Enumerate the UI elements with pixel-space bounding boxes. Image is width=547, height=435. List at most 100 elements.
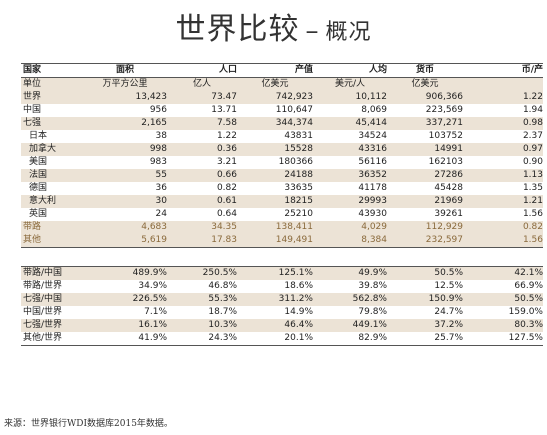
- row-label: 法国: [21, 169, 83, 182]
- table-cell: 159.0%: [508, 307, 543, 317]
- table-cell: 币/产: [463, 63, 543, 78]
- table-cell: 1.35: [522, 183, 543, 193]
- title-sub: 概况: [325, 20, 372, 45]
- table-cell: 18.7%: [208, 307, 237, 317]
- table-cell: 49.9%: [313, 266, 387, 280]
- table-cell: 产值: [237, 63, 313, 78]
- table-cell: 150.9%: [387, 293, 463, 306]
- table-cell: 8,069: [361, 105, 387, 115]
- table-cell: 180366: [278, 157, 313, 167]
- table-row: 日本 38 1.22 43831 34524 103752 2.37: [21, 130, 543, 143]
- table-cell: 14.9%: [284, 307, 313, 317]
- table-cell: 2.37: [522, 131, 543, 141]
- table-cell: 16.1%: [83, 319, 167, 332]
- table-cell: 美元/人: [313, 77, 387, 91]
- table-cell: 12.5%: [434, 281, 463, 291]
- table-cell: 13,423: [83, 91, 167, 104]
- table-cell: 25210: [284, 209, 313, 219]
- row-label: 中国/世界: [23, 307, 63, 317]
- table-cell: 42.1%: [463, 266, 543, 280]
- table-cell: 37.2%: [387, 319, 463, 332]
- table-cell: 82.9%: [313, 332, 387, 346]
- row-label: 日本: [29, 131, 48, 141]
- table-cell: 226.5%: [83, 293, 167, 306]
- table-cell: 983: [149, 157, 167, 167]
- title-dash: –: [305, 16, 320, 46]
- ratio-row: 七强/世界 16.1% 10.3% 46.4% 449.1% 37.2% 80.3%: [21, 319, 543, 332]
- table-cell: 0.64: [216, 209, 237, 219]
- table-cell: 73.47: [167, 91, 237, 104]
- table-row: 其他 5,619 17.83 149,491 8,384 232,597 1.56: [21, 234, 543, 248]
- table-cell: 43831: [284, 131, 313, 141]
- table-cell: 250.5%: [167, 266, 237, 280]
- table-cell: 45428: [434, 183, 463, 193]
- table-row: 世界 13,423 73.47 742,923 10,112 906,366 1.22: [21, 91, 543, 104]
- table-cell: 33635: [284, 183, 313, 193]
- table-cell: 亿美元: [387, 77, 463, 91]
- table-cell: 55: [83, 169, 167, 182]
- table-row: 英国 24 0.64 25210 43930 39261 1.56: [21, 208, 543, 221]
- table-cell: 344,374: [237, 117, 313, 130]
- table-cell: 43930: [358, 209, 387, 219]
- ratio-row: 中国/世界 7.1% 18.7% 14.9% 79.8% 24.7% 159.0%: [21, 306, 543, 319]
- table-cell: 742,923: [237, 91, 313, 104]
- table-row: 法国 55 0.66 24188 36352 27286 1.13: [21, 169, 543, 182]
- table-cell: 1.22: [216, 131, 237, 141]
- table-cell: 4,683: [83, 221, 167, 234]
- table-cell: 7.58: [167, 117, 237, 130]
- table-row: 七强 2,165 7.58 344,374 45,414 337,271 0.98: [21, 117, 543, 130]
- table-cell: 34.35: [167, 221, 237, 234]
- table-cell: 562.8%: [313, 293, 387, 306]
- table-row: 加拿大 998 0.36 15528 43316 14991 0.97: [21, 143, 543, 156]
- table-cell: 24188: [237, 169, 313, 182]
- table-cell: 112,929: [387, 221, 463, 234]
- table-cell: 149,491: [237, 234, 313, 248]
- table-cell: 43316: [313, 143, 387, 156]
- table-cell: 998: [83, 143, 167, 156]
- table-cell: 8,384: [313, 234, 387, 248]
- source-note: 来源：世界银行WDI数据库2015年数据。: [4, 419, 173, 429]
- table-cell: 138,411: [237, 221, 313, 234]
- table-cell: 34524: [358, 131, 387, 141]
- table-cell: 39.8%: [358, 281, 387, 291]
- table-cell: 66.9%: [514, 281, 543, 291]
- table-cell: 24: [155, 209, 167, 219]
- table-cell: 27286: [387, 169, 463, 182]
- table-cell: 10.3%: [167, 319, 237, 332]
- table-cell: 906,366: [387, 91, 463, 104]
- row-label: 意大利: [21, 195, 83, 208]
- row-label: 美国: [29, 157, 48, 167]
- table-cell: 80.3%: [463, 319, 543, 332]
- row-label: 单位: [21, 77, 83, 91]
- table-cell: 41178: [358, 183, 387, 193]
- table-cell: 18215: [237, 195, 313, 208]
- row-label: 加拿大: [21, 143, 83, 156]
- table-cell: 449.1%: [313, 319, 387, 332]
- ratio-row: 带路/中国 489.9% 250.5% 125.1% 49.9% 50.5% 42.1%: [21, 266, 543, 280]
- table-cell: 15528: [237, 143, 313, 156]
- table-cell: 0.36: [167, 143, 237, 156]
- table-cell: [463, 77, 543, 91]
- table-cell: 38: [155, 131, 167, 141]
- row-label: 带路: [21, 221, 83, 234]
- table-cell: 0.97: [463, 143, 543, 156]
- row-label: 带路/世界: [23, 281, 63, 291]
- table-cell: 亿美元: [237, 77, 313, 91]
- table-cell: 46.4%: [237, 319, 313, 332]
- table-cell: 万平方公里: [83, 77, 167, 91]
- table-cell: 36352: [313, 169, 387, 182]
- table-cell: 5,619: [83, 234, 167, 248]
- row-label: 带路/中国: [21, 266, 83, 280]
- table-cell: 45,414: [313, 117, 387, 130]
- table-cell: 1.13: [463, 169, 543, 182]
- table-cell: 20.1%: [237, 332, 313, 346]
- table-cell: 14991: [387, 143, 463, 156]
- ratio-row: 带路/世界 34.9% 46.8% 18.6% 39.8% 12.5% 66.9%: [21, 280, 543, 293]
- table-cell: 0.82: [463, 221, 543, 234]
- row-label: 英国: [29, 209, 48, 219]
- ratio-row: 七强/中国 226.5% 55.3% 311.2% 562.8% 150.9% 50.5%: [21, 293, 543, 306]
- table-cell: 337,271: [387, 117, 463, 130]
- comparison-table: 国家 面积 人口 产值 人均 货币 币/产 单位 万平方公里 亿人 亿美元 美元/人 亿美元 世界 13,4…: [21, 63, 543, 346]
- table-cell: 41.9%: [83, 332, 167, 346]
- table-cell: 223,569: [425, 105, 463, 115]
